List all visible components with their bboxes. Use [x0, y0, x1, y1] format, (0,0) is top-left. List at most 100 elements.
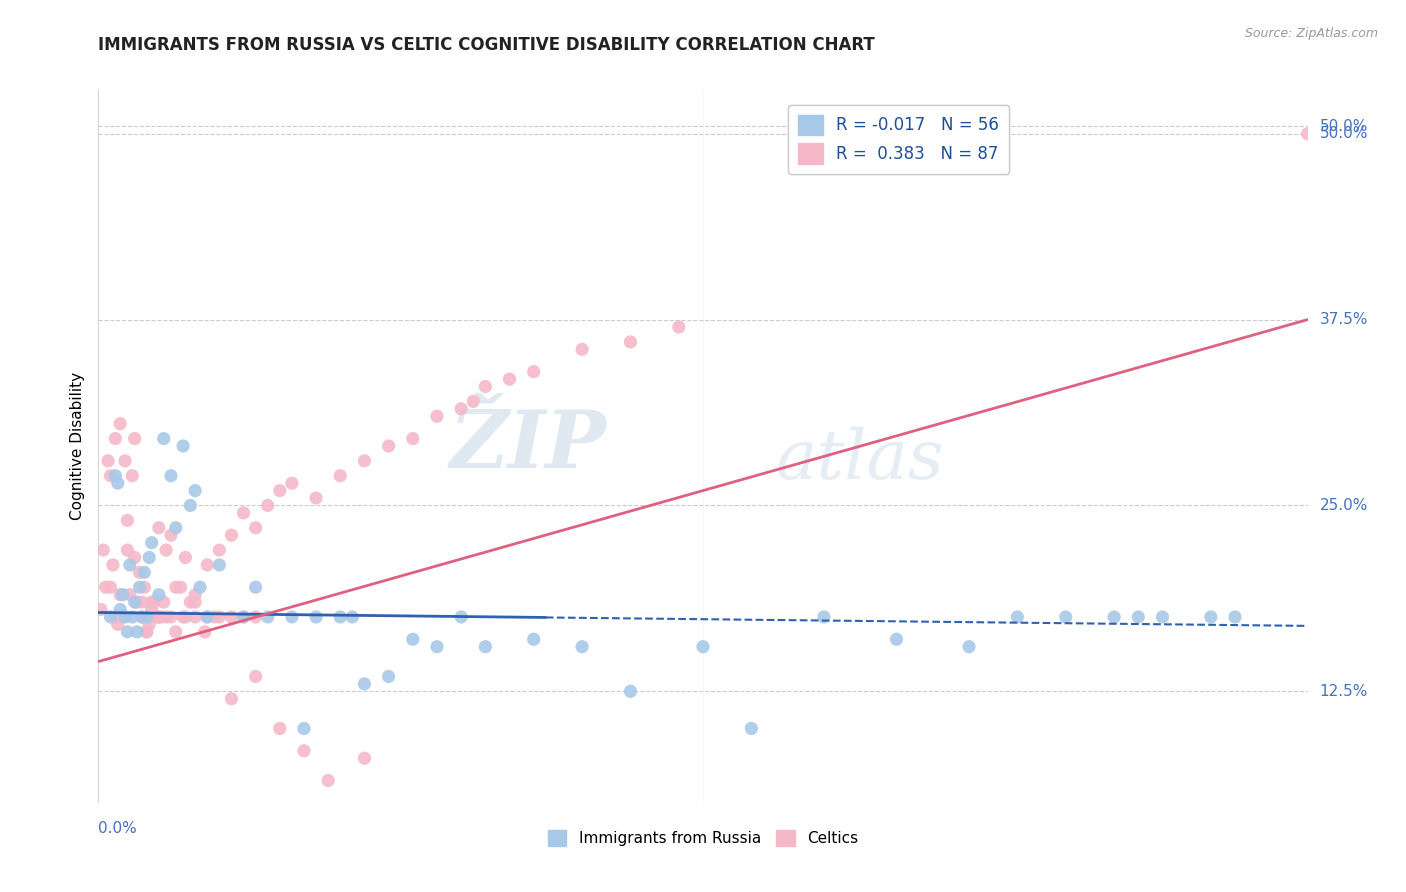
Point — [117, 624, 139, 639]
Point — [179, 595, 201, 609]
Point — [100, 468, 122, 483]
Point — [172, 439, 194, 453]
Point — [100, 610, 122, 624]
Point — [1152, 610, 1174, 624]
Point — [135, 624, 157, 639]
Point — [148, 588, 170, 602]
Point — [450, 610, 472, 624]
Point — [97, 454, 120, 468]
Point — [208, 610, 231, 624]
Text: atlas: atlas — [776, 427, 943, 493]
Point — [1296, 127, 1319, 141]
Point — [124, 595, 146, 609]
Point — [131, 610, 153, 624]
Point — [118, 588, 141, 602]
Point — [117, 513, 139, 527]
Point — [305, 610, 328, 624]
Point — [138, 550, 160, 565]
Point — [107, 476, 129, 491]
Point — [141, 535, 163, 549]
Point — [165, 521, 187, 535]
Text: 50.0%: 50.0% — [1320, 127, 1368, 141]
Point — [169, 580, 191, 594]
Point — [184, 483, 207, 498]
Point — [145, 610, 167, 624]
Point — [134, 566, 156, 580]
Point — [152, 595, 174, 609]
Point — [208, 558, 231, 572]
Point — [256, 610, 278, 624]
Point — [668, 320, 690, 334]
Point — [329, 610, 352, 624]
Point — [692, 640, 714, 654]
Point — [117, 543, 139, 558]
Point — [101, 558, 124, 572]
Point — [104, 468, 127, 483]
Point — [204, 610, 226, 624]
Point — [108, 417, 131, 431]
Point — [134, 580, 156, 594]
Point — [245, 521, 267, 535]
Point — [143, 595, 166, 609]
Point — [194, 624, 217, 639]
Point — [184, 588, 207, 602]
Point — [107, 617, 129, 632]
Point — [402, 632, 425, 647]
Point — [94, 580, 117, 594]
Point — [1223, 610, 1246, 624]
Point — [245, 580, 267, 594]
Point — [1128, 610, 1150, 624]
Point — [104, 610, 127, 624]
Point — [165, 624, 187, 639]
Point — [121, 468, 143, 483]
Point — [124, 550, 146, 565]
Point — [128, 580, 150, 594]
Point — [619, 334, 641, 349]
Point — [523, 365, 546, 379]
Point — [150, 610, 173, 624]
Point — [152, 432, 174, 446]
Point — [1199, 610, 1222, 624]
Point — [353, 677, 375, 691]
Point — [104, 432, 127, 446]
Point — [165, 580, 187, 594]
Point — [353, 751, 375, 765]
Point — [450, 401, 472, 416]
Point — [498, 372, 520, 386]
Y-axis label: Cognitive Disability: Cognitive Disability — [69, 372, 84, 520]
Point — [292, 722, 315, 736]
Text: 37.5%: 37.5% — [1320, 312, 1368, 327]
Point — [1102, 610, 1125, 624]
Point — [1007, 610, 1029, 624]
Point — [124, 432, 146, 446]
Point — [269, 722, 291, 736]
Point — [281, 476, 304, 491]
Point — [131, 595, 153, 609]
Point — [292, 744, 315, 758]
Point — [221, 610, 243, 624]
Point — [141, 602, 163, 616]
Point — [195, 610, 218, 624]
Text: 25.0%: 25.0% — [1320, 498, 1368, 513]
Point — [256, 499, 278, 513]
Point — [474, 640, 496, 654]
Point — [426, 640, 449, 654]
Text: ŽIP: ŽIP — [450, 408, 606, 484]
Point — [127, 595, 149, 609]
Text: 50.0%: 50.0% — [1320, 119, 1368, 134]
Point — [100, 580, 122, 594]
Point — [245, 610, 267, 624]
Point — [523, 632, 546, 647]
Point — [208, 543, 231, 558]
Point — [160, 610, 183, 624]
Text: Source: ZipAtlas.com: Source: ZipAtlas.com — [1244, 27, 1378, 40]
Point — [91, 543, 114, 558]
Text: IMMIGRANTS FROM RUSSIA VS CELTIC COGNITIVE DISABILITY CORRELATION CHART: IMMIGRANTS FROM RUSSIA VS CELTIC COGNITI… — [98, 36, 875, 54]
Point — [571, 343, 593, 357]
Point — [329, 468, 352, 483]
Point — [148, 610, 170, 624]
Point — [245, 669, 267, 683]
Point — [155, 610, 177, 624]
Point — [121, 610, 143, 624]
Point — [174, 550, 197, 565]
